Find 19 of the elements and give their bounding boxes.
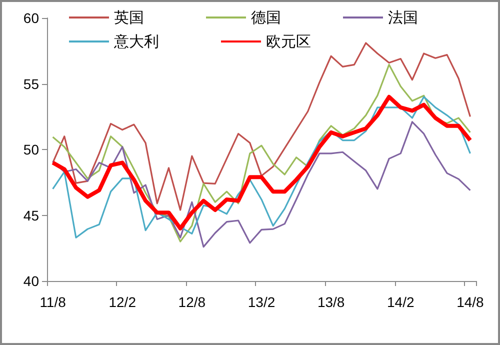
legend-label: 德国: [251, 8, 281, 26]
x-tick-label: 12/8: [178, 294, 206, 310]
y-tick-label: 55: [23, 76, 40, 92]
y-tick-label: 60: [23, 10, 40, 26]
x-tick-label: 13/8: [317, 294, 345, 310]
x-tick-label: 12/2: [108, 294, 136, 310]
legend-label: 欧元区: [266, 32, 311, 50]
legend-label: 法国: [388, 8, 418, 26]
x-tick-label: 13/2: [248, 294, 276, 310]
line-series: [52, 64, 472, 242]
y-tick-label: 45: [23, 207, 40, 224]
line-series: [52, 121, 472, 248]
x-tick-label: 14/8: [456, 294, 484, 310]
y-tick-label: 50: [23, 142, 40, 158]
legend-label: 英国: [114, 8, 144, 26]
y-tick-label: 40: [23, 273, 40, 289]
x-tick-label: 14/2: [387, 294, 414, 310]
x-tick-label: 11/8: [40, 294, 66, 310]
legend-label: 意大利: [113, 32, 159, 50]
